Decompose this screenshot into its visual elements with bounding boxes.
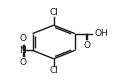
Text: N: N <box>19 46 26 55</box>
Text: O: O <box>19 58 26 67</box>
Text: OH: OH <box>94 29 108 38</box>
Text: O: O <box>83 41 90 50</box>
Text: Cl: Cl <box>49 8 58 17</box>
Text: Cl: Cl <box>49 66 58 75</box>
Text: O: O <box>19 34 26 43</box>
